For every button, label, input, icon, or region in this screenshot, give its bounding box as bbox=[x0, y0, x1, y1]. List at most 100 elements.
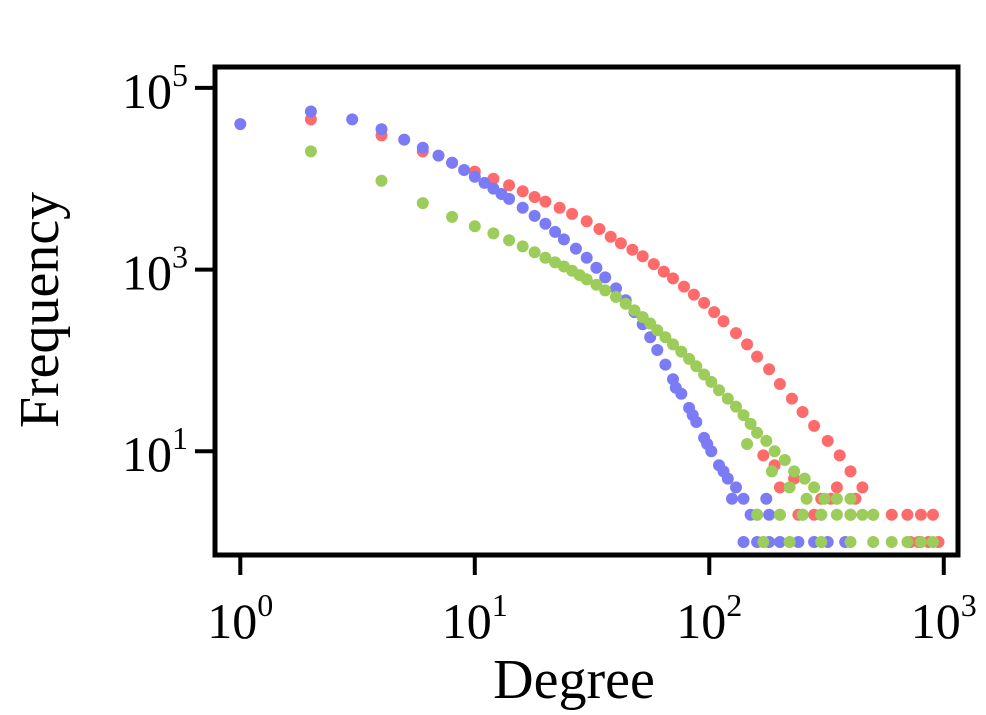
data-point bbox=[234, 118, 247, 131]
data-point bbox=[636, 250, 649, 263]
data-point bbox=[737, 492, 750, 505]
data-point bbox=[647, 258, 660, 271]
data-point bbox=[528, 246, 541, 259]
data-point bbox=[599, 284, 612, 297]
data-point bbox=[867, 536, 880, 548]
data-point bbox=[721, 392, 734, 405]
data-point bbox=[763, 508, 776, 521]
data-point bbox=[792, 536, 805, 548]
data-point bbox=[628, 304, 641, 317]
data-point bbox=[833, 449, 846, 462]
data-point bbox=[657, 265, 670, 278]
series-2 bbox=[234, 105, 852, 548]
data-point bbox=[458, 164, 471, 176]
data-point bbox=[901, 536, 914, 548]
data-point bbox=[446, 210, 459, 223]
y-tick-label: 105 bbox=[122, 57, 188, 119]
data-point bbox=[701, 438, 714, 450]
data-point bbox=[856, 508, 869, 521]
data-point bbox=[744, 417, 757, 430]
x-tick-label: 102 bbox=[676, 587, 742, 649]
data-point bbox=[468, 170, 481, 183]
data-point bbox=[528, 209, 541, 222]
data-point bbox=[599, 271, 612, 284]
data-point bbox=[667, 272, 679, 285]
data-point bbox=[516, 240, 529, 253]
data-point bbox=[651, 324, 664, 337]
data-point bbox=[737, 536, 750, 548]
data-point bbox=[683, 352, 696, 365]
data-point bbox=[717, 315, 730, 328]
data-point bbox=[375, 174, 388, 187]
data-point bbox=[659, 358, 672, 371]
x-axis: 100 101 102 103 bbox=[207, 555, 977, 649]
data-point bbox=[708, 306, 721, 319]
data-point bbox=[821, 434, 834, 447]
data-point bbox=[768, 445, 781, 458]
data-point bbox=[478, 176, 491, 189]
data-point bbox=[619, 297, 632, 310]
plot-frame bbox=[212, 64, 961, 558]
data-point bbox=[751, 350, 764, 363]
data-point bbox=[590, 261, 603, 274]
x-tick-label: 101 bbox=[442, 587, 508, 649]
data-point bbox=[757, 536, 770, 548]
data-point bbox=[446, 156, 459, 169]
data-point bbox=[580, 273, 593, 286]
data-point bbox=[398, 133, 411, 146]
data-point bbox=[798, 472, 811, 485]
data-point bbox=[796, 406, 809, 418]
data-point bbox=[416, 141, 429, 154]
y-tick-label: 101 bbox=[122, 420, 188, 482]
data-point bbox=[915, 536, 927, 548]
data-point bbox=[760, 492, 773, 505]
data-point bbox=[705, 375, 718, 388]
data-point bbox=[698, 368, 711, 381]
data-points bbox=[234, 105, 945, 548]
data-point bbox=[346, 113, 359, 126]
data-point bbox=[698, 296, 711, 309]
data-point bbox=[726, 492, 738, 505]
data-point bbox=[610, 282, 622, 295]
data-point bbox=[867, 508, 880, 521]
x-tick-label: 100 bbox=[207, 587, 273, 649]
data-point bbox=[730, 481, 742, 494]
data-point bbox=[796, 508, 809, 521]
x-axis-label: Degree bbox=[493, 649, 655, 711]
data-point bbox=[741, 338, 754, 351]
data-point bbox=[730, 327, 742, 340]
data-point bbox=[760, 434, 773, 447]
data-point bbox=[503, 179, 516, 192]
data-point bbox=[844, 508, 857, 521]
data-point bbox=[651, 344, 664, 356]
data-point bbox=[686, 409, 699, 422]
y-axis: 101 103 105 bbox=[122, 57, 215, 482]
data-point bbox=[751, 508, 764, 521]
data-point bbox=[915, 508, 927, 521]
data-point bbox=[549, 225, 562, 238]
data-point bbox=[503, 234, 516, 247]
data-point bbox=[778, 454, 791, 466]
data-point bbox=[593, 223, 606, 235]
data-point bbox=[927, 508, 939, 521]
data-point bbox=[539, 251, 552, 264]
y-axis-label: Frequency bbox=[9, 192, 71, 428]
data-point bbox=[690, 360, 703, 373]
data-point bbox=[751, 426, 764, 439]
data-point bbox=[539, 195, 552, 208]
data-point bbox=[557, 233, 570, 246]
data-point bbox=[687, 288, 700, 301]
data-point bbox=[830, 508, 843, 521]
data-point bbox=[590, 278, 603, 291]
series-1 bbox=[304, 113, 945, 548]
data-point bbox=[901, 508, 914, 521]
data-point bbox=[503, 192, 516, 205]
data-point bbox=[659, 331, 672, 344]
data-point bbox=[785, 392, 798, 405]
data-point bbox=[669, 381, 682, 394]
data-point bbox=[885, 536, 898, 548]
data-point bbox=[614, 237, 627, 250]
data-point bbox=[432, 149, 445, 162]
data-point bbox=[516, 185, 529, 198]
